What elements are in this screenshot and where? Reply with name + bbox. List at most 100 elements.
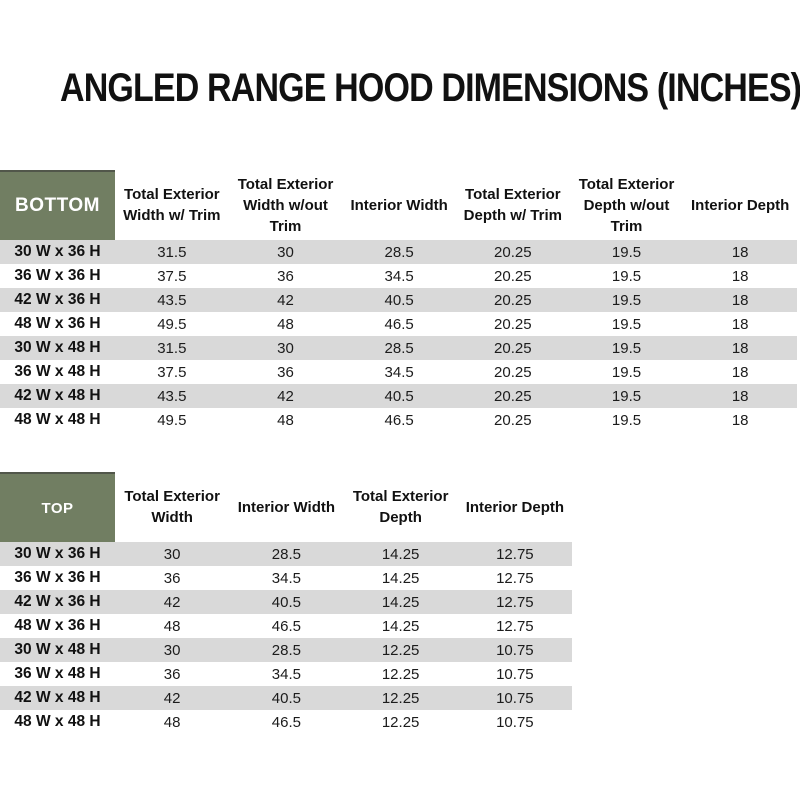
column-header: Total Exterior Depth w/ Trim [455, 170, 570, 240]
dimension-value: 19.5 [569, 360, 684, 384]
dimension-value: 43.5 [115, 384, 229, 408]
dimension-value: 30 [115, 542, 230, 566]
dimension-value: 12.25 [343, 710, 458, 734]
dimension-value: 20.25 [455, 336, 570, 360]
column-header: Total Exterior Width [115, 472, 230, 542]
dimension-value: 20.25 [455, 384, 570, 408]
bottom-dimensions-table: BOTTOM Total Exterior Width w/ Trim Total … [0, 170, 797, 432]
dimension-value: 14.25 [343, 566, 458, 590]
dimension-value: 42 [228, 384, 343, 408]
dimension-value: 40.5 [229, 590, 344, 614]
dimension-value: 48 [115, 614, 230, 638]
dimension-value: 10.75 [457, 662, 572, 686]
top-table-label: TOP [0, 472, 115, 542]
dimension-value: 28.5 [229, 542, 344, 566]
dimension-value: 40.5 [229, 686, 344, 710]
dimension-value: 18 [683, 312, 797, 336]
dimension-value: 34.5 [229, 662, 344, 686]
row-label: 42 W x 48 H [0, 384, 115, 408]
dimension-value: 36 [115, 566, 230, 590]
dimension-value: 12.25 [343, 686, 458, 710]
row-label: 48 W x 48 H [0, 408, 115, 432]
dimension-value: 19.5 [569, 408, 684, 432]
dimension-value: 10.75 [457, 638, 572, 662]
row-label: 30 W x 48 H [0, 336, 115, 360]
dimension-value: 12.75 [457, 614, 572, 638]
dimension-value: 40.5 [342, 384, 456, 408]
dimension-value: 12.25 [343, 638, 458, 662]
dimension-value: 12.75 [457, 566, 572, 590]
column-header: Interior Depth [683, 170, 797, 240]
row-label: 36 W x 36 H [0, 264, 115, 288]
row-label: 42 W x 36 H [0, 288, 115, 312]
dimension-value: 20.25 [455, 408, 570, 432]
dimension-value: 42 [228, 288, 343, 312]
dimension-value: 19.5 [569, 264, 684, 288]
dimension-value: 37.5 [115, 264, 229, 288]
dimension-value: 42 [115, 590, 230, 614]
dimension-value: 20.25 [455, 288, 570, 312]
top-dimensions-table: TOP Total Exterior Width Interior Width Tot… [0, 472, 572, 734]
dimension-value: 14.25 [343, 614, 458, 638]
dimension-value: 14.25 [343, 542, 458, 566]
row-label: 48 W x 48 H [0, 710, 115, 734]
dimension-value: 18 [683, 240, 797, 264]
row-label: 42 W x 48 H [0, 686, 115, 710]
dimension-value: 12.75 [457, 542, 572, 566]
row-label: 36 W x 48 H [0, 662, 115, 686]
dimension-value: 36 [228, 264, 343, 288]
dimension-value: 48 [228, 408, 343, 432]
column-header: Interior Depth [457, 472, 572, 542]
dimension-value: 36 [115, 662, 230, 686]
dimension-value: 46.5 [229, 710, 344, 734]
row-label: 30 W x 48 H [0, 638, 115, 662]
dimension-value: 12.75 [457, 590, 572, 614]
row-label: 30 W x 36 H [0, 240, 115, 264]
dimension-value: 10.75 [457, 710, 572, 734]
row-label: 36 W x 36 H [0, 566, 115, 590]
dimension-value: 18 [683, 264, 797, 288]
dimension-value: 28.5 [342, 336, 456, 360]
dimension-value: 31.5 [115, 336, 229, 360]
dimension-value: 19.5 [569, 384, 684, 408]
dimension-value: 30 [115, 638, 230, 662]
dimension-value: 46.5 [342, 408, 456, 432]
dimension-value: 49.5 [115, 408, 229, 432]
dimension-value: 36 [228, 360, 343, 384]
column-header: Total Exterior Depth [343, 472, 458, 542]
bottom-table-label: BOTTOM [0, 170, 115, 240]
dimension-value: 40.5 [342, 288, 456, 312]
dimension-value: 34.5 [229, 566, 344, 590]
dimension-value: 43.5 [115, 288, 229, 312]
dimension-value: 18 [683, 360, 797, 384]
column-header: Total Exterior Depth w/out Trim [569, 170, 684, 240]
dimension-value: 12.25 [343, 662, 458, 686]
dimension-value: 19.5 [569, 240, 684, 264]
dimension-value: 28.5 [229, 638, 344, 662]
dimension-value: 48 [115, 710, 230, 734]
dimension-value: 37.5 [115, 360, 229, 384]
column-header: Interior Width [342, 170, 456, 240]
dimension-value: 46.5 [229, 614, 344, 638]
dimension-value: 10.75 [457, 686, 572, 710]
dimension-value: 18 [683, 408, 797, 432]
dimension-value: 34.5 [342, 264, 456, 288]
dimension-value: 31.5 [115, 240, 229, 264]
dimension-value: 20.25 [455, 312, 570, 336]
dimension-value: 14.25 [343, 590, 458, 614]
dimension-value: 34.5 [342, 360, 456, 384]
dimension-value: 20.25 [455, 360, 570, 384]
column-header: Interior Width [229, 472, 344, 542]
row-label: 48 W x 36 H [0, 312, 115, 336]
dimension-value: 49.5 [115, 312, 229, 336]
row-label: 30 W x 36 H [0, 542, 115, 566]
dimension-value: 42 [115, 686, 230, 710]
dimension-value: 20.25 [455, 240, 570, 264]
row-label: 48 W x 36 H [0, 614, 115, 638]
dimension-value: 18 [683, 288, 797, 312]
dimension-value: 19.5 [569, 288, 684, 312]
dimension-value: 48 [228, 312, 343, 336]
dimension-value: 18 [683, 336, 797, 360]
dimension-value: 30 [228, 336, 343, 360]
